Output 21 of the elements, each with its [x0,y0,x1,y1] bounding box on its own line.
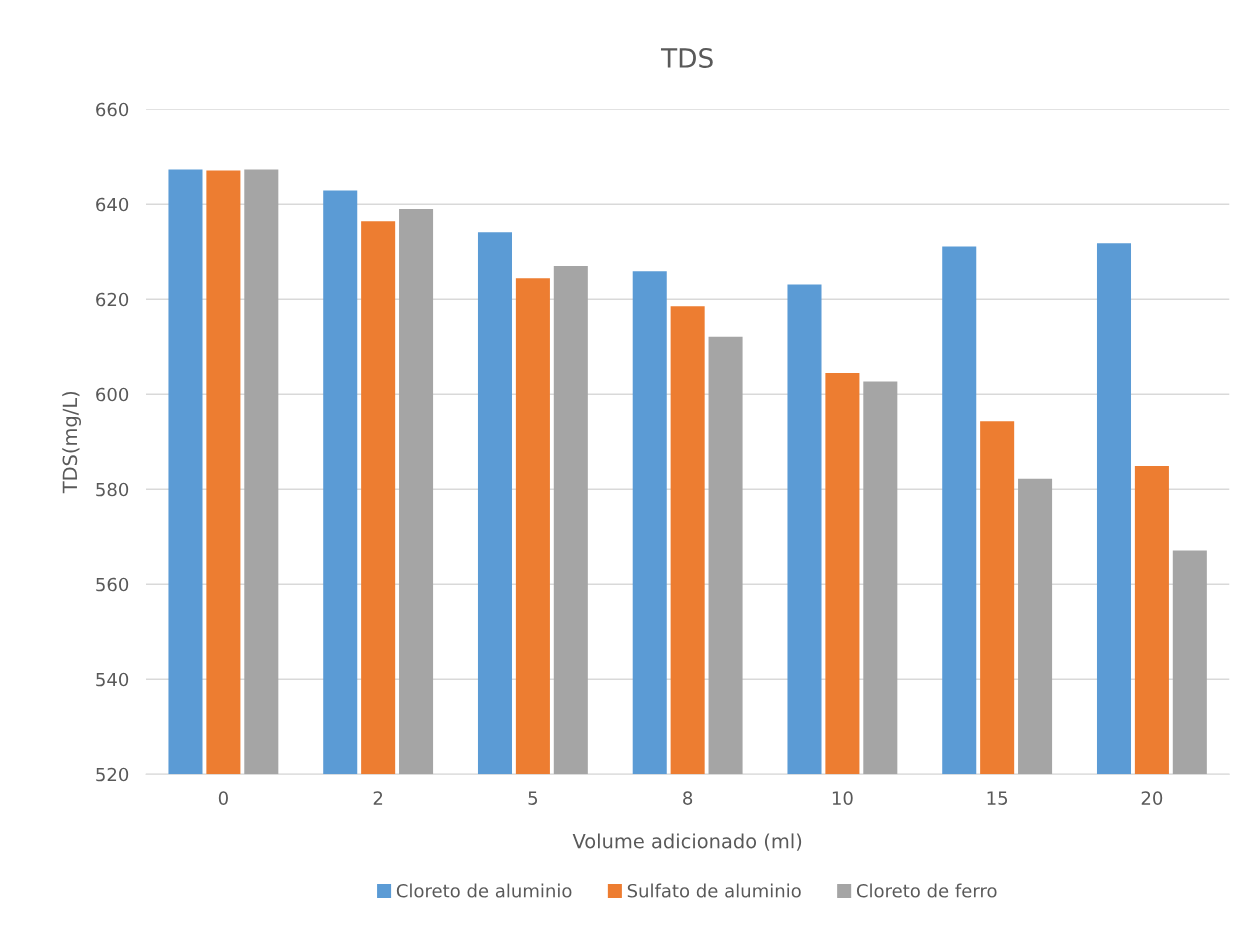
y-axis-title: TDS(mg/L) [62,391,81,494]
x-tick-label: 8 [683,791,693,805]
y-tick-label: 560 [96,577,129,592]
x-tick-label: 20 [1141,791,1163,805]
x-tick-label: 10 [832,791,853,805]
y-tick-label: 660 [96,102,129,117]
legend-label: Sulfato de aluminio [627,883,801,898]
y-tick-label: 620 [96,292,129,307]
legend-label: Cloreto de aluminio [396,883,572,898]
y-tick-label: 580 [96,482,129,497]
y-tick-label: 600 [96,387,129,402]
x-tick-label: 15 [987,791,1008,805]
x-tick-label: 2 [373,791,383,805]
y-tick-label: 640 [96,197,129,212]
x-axis-title: Volume adicionado (ml) [572,833,802,851]
x-tick-label: 0 [218,791,228,805]
y-tick-label: 520 [96,767,129,782]
y-tick-label: 540 [96,672,129,687]
x-tick-label: 5 [528,791,538,805]
legend-label: Cloreto de ferro [856,883,997,898]
chart-title: TDS [660,48,713,68]
